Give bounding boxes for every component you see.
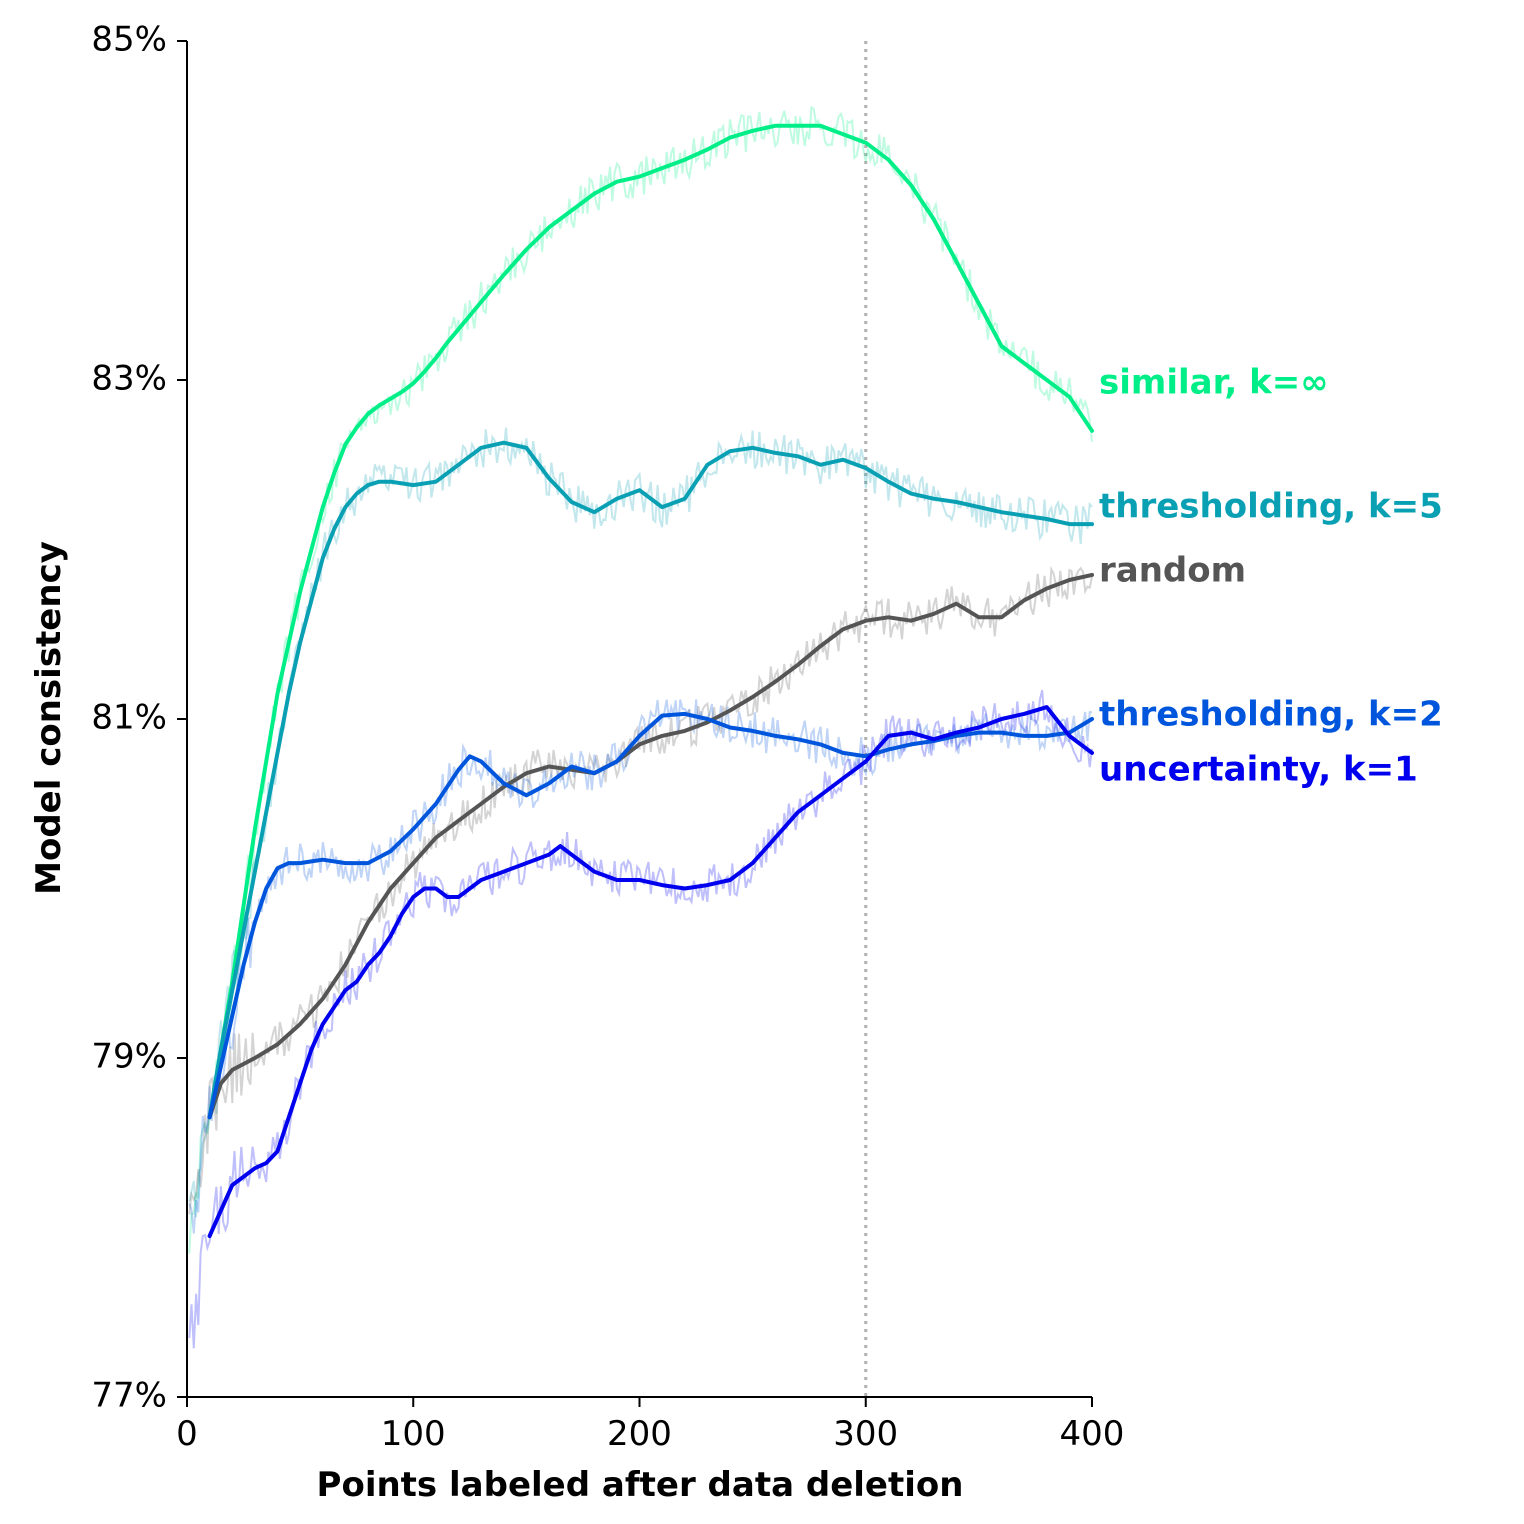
random-label: random	[1099, 551, 1246, 591]
uncertainty-k-1-label: uncertainty, k=1	[1099, 750, 1418, 790]
thresholding-k-5-line	[207, 440, 1094, 1120]
x-tick-label: 200	[607, 1414, 672, 1454]
x-tick-label: 400	[1060, 1414, 1125, 1454]
similar-k-label: similar, k=∞	[1099, 363, 1329, 403]
thresholding-k-2-raw-trace	[188, 699, 1092, 1234]
y-tick-label: 83%	[91, 359, 167, 399]
x-tick-label: 0	[176, 1414, 198, 1454]
thresholding-k-2-line	[207, 711, 1094, 1120]
y-axis-label: Model consistency	[29, 541, 69, 895]
y-tick-label: 81%	[91, 698, 167, 738]
y-tick-label: 77%	[91, 1376, 167, 1416]
x-tick-label: 300	[833, 1414, 898, 1454]
thresholding-k-5-raw-trace	[188, 427, 1093, 1218]
y-tick-label: 79%	[91, 1037, 167, 1077]
random-raw-trace	[188, 565, 1093, 1215]
similar-k-raw-trace	[188, 105, 1093, 1254]
thresholding-k-2-label: thresholding, k=2	[1099, 695, 1443, 735]
random-line	[207, 572, 1094, 1120]
x-tick-label: 100	[381, 1414, 446, 1454]
y-tick-label: 85%	[91, 20, 167, 60]
thresholding-k-5-label: thresholding, k=5	[1099, 487, 1443, 527]
x-axis-label: Points labeled after data deletion	[317, 1465, 964, 1505]
similar-k-line	[207, 123, 1094, 1120]
uncertainty-k-1-line	[207, 705, 1094, 1238]
